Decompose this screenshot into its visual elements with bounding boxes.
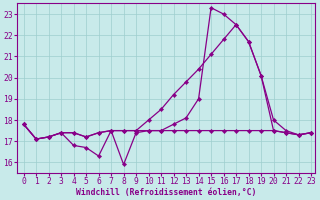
X-axis label: Windchill (Refroidissement éolien,°C): Windchill (Refroidissement éolien,°C) (76, 188, 256, 197)
